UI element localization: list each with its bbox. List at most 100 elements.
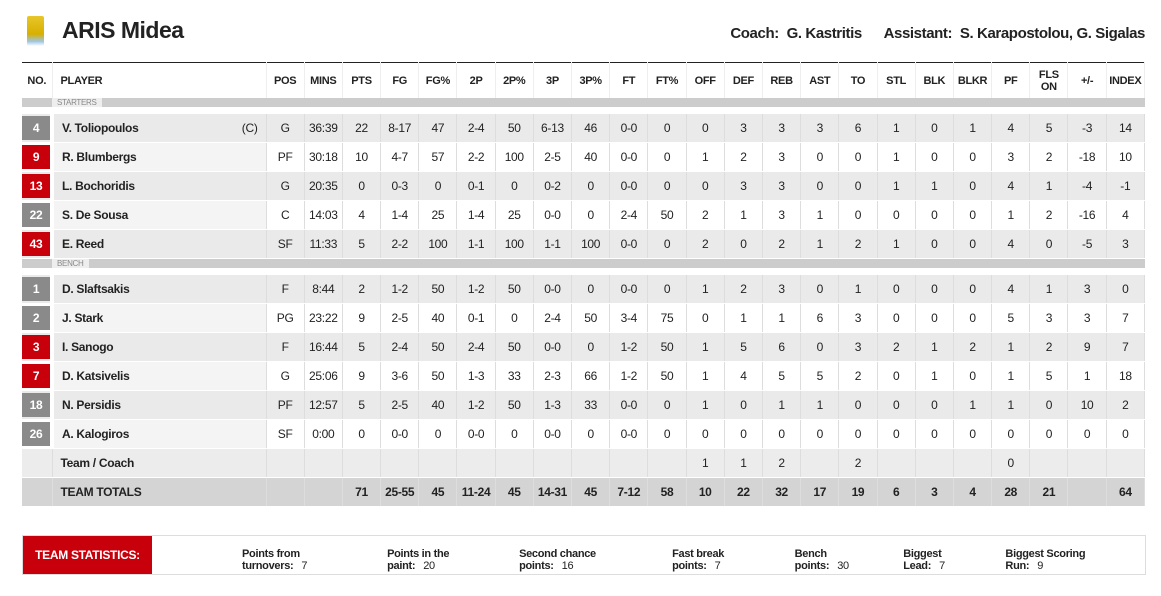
jersey-number: 2 <box>22 303 54 333</box>
stat-MINS: 14:03 <box>304 200 343 230</box>
column-header[interactable]: 3P <box>533 62 573 98</box>
player-row[interactable]: 13 L. Bochoridis G 20:35 0 0-3 0 0-1 0 0-2 0 0-0 0 0 3… <box>22 171 1146 201</box>
column-header[interactable]: INDEX <box>1106 62 1146 98</box>
stat-PTS: 5 <box>342 332 382 362</box>
column-header[interactable]: AST <box>800 62 840 98</box>
stat-FG: 2-2 <box>380 229 420 259</box>
player-row[interactable]: 43 E. Reed SF 11:33 5 2-2 100 1-1 100 1-1 100 0-0 0 2… <box>22 229 1146 259</box>
stat-AST: 0 <box>800 171 840 201</box>
player-name-cell[interactable]: L. Bochoridis <box>52 171 267 201</box>
stat-POS: G <box>266 114 305 143</box>
column-header[interactable]: NO. <box>22 62 53 98</box>
player-name[interactable]: E. Reed <box>62 237 104 251</box>
stat-2P%: 100 <box>495 142 534 172</box>
stat-FG%: 50 <box>418 361 458 391</box>
player-row[interactable]: 4 V. Toliopoulos (C) G 36:39 22 8-17 47 2-4 50 6-1… <box>22 114 1146 143</box>
player-name-cell[interactable]: N. Persidis <box>52 390 267 420</box>
column-header[interactable]: +/- <box>1067 62 1107 98</box>
jersey-number-badge: 22 <box>22 203 48 227</box>
column-header[interactable]: FLS ON <box>1029 62 1069 98</box>
team-stat-value: 20 <box>423 560 435 572</box>
player-row[interactable]: 9 R. Blumbergs PF 30:18 10 4-7 57 2-2 100 2-5 40 0-… <box>22 142 1146 172</box>
player-name[interactable]: L. Bochoridis <box>62 179 135 193</box>
stat-FT: 1-2 <box>609 361 649 391</box>
totals-row: TEAM TOTALS 71 25-55 45 11-24 45 14-31 45 7-12 58… <box>22 477 1146 507</box>
player-name[interactable]: J. Stark <box>62 311 103 325</box>
column-header[interactable]: FT <box>609 62 649 98</box>
column-header[interactable]: 2P <box>456 62 496 98</box>
stat-FG: 3-6 <box>380 361 420 391</box>
column-header[interactable]: FG% <box>418 62 458 98</box>
stat-3P: 1-1 <box>533 229 573 259</box>
player-name-cell[interactable]: S. De Sousa <box>52 200 267 230</box>
column-header[interactable]: MINS <box>304 62 343 98</box>
player-name[interactable]: A. Kalogiros <box>62 427 130 441</box>
player-name-cell[interactable]: J. Stark <box>52 303 267 333</box>
player-name-cell[interactable]: R. Blumbergs <box>52 142 267 172</box>
player-row[interactable]: 7 D. Katsivelis G 25:06 9 3-6 50 1-3 33 2-3 66 1-2 5… <box>22 361 1146 391</box>
stat-REB: 1 <box>762 303 802 333</box>
player-name-cell[interactable]: E. Reed <box>52 229 267 259</box>
team-stat-value: 16 <box>561 560 574 572</box>
stat-3P: 2-5 <box>533 142 573 172</box>
player-name[interactable]: S. De Sousa <box>62 208 129 222</box>
player-name[interactable]: D. Katsivelis <box>62 369 130 383</box>
column-header[interactable]: REB <box>762 62 802 98</box>
stat-MINS <box>304 477 343 507</box>
player-name[interactable]: V. Toliopoulos <box>62 121 139 135</box>
player-name-cell[interactable]: A. Kalogiros <box>52 419 267 449</box>
stat-AST: 0 <box>800 275 840 304</box>
player-row[interactable]: 22 S. De Sousa C 14:03 4 1-4 25 1-4 25 0-0 0 2-4 50 2… <box>22 200 1146 230</box>
player-name-cell[interactable]: D. Katsivelis <box>52 361 267 391</box>
stat-TO: 19 <box>838 477 878 507</box>
stat-PTS: 9 <box>342 361 382 391</box>
jersey-number: 22 <box>22 200 54 230</box>
stat-2P: 0-1 <box>456 303 496 333</box>
player-row[interactable]: 1 D. Slaftsakis F 8:44 2 1-2 50 1-2 50 0-0 0 0-0 0 1 2… <box>22 275 1146 304</box>
player-row[interactable]: 26 A. Kalogiros SF 0:00 0 0-0 0 0-0 0 0-0 0 0-0 0 0 0 0… <box>22 419 1146 449</box>
player-name[interactable]: D. Slaftsakis <box>62 282 130 296</box>
column-header[interactable]: PLAYER <box>52 62 267 98</box>
column-header[interactable]: OFF <box>686 62 725 98</box>
column-header[interactable]: DEF <box>724 62 763 98</box>
stat-MINS: 23:22 <box>304 303 343 333</box>
stat-3P%: 46 <box>571 114 611 143</box>
player-name-cell[interactable]: V. Toliopoulos (C) <box>52 114 267 143</box>
player-name[interactable]: R. Blumbergs <box>62 150 137 164</box>
column-header[interactable]: BLKR <box>953 62 993 98</box>
stat-3P%: 0 <box>571 419 611 449</box>
stat-2P: 0-0 <box>456 419 496 449</box>
column-header[interactable]: 3P% <box>571 62 611 98</box>
player-name[interactable]: N. Persidis <box>62 398 121 412</box>
column-header[interactable]: STL <box>877 62 916 98</box>
stat-TO: 0 <box>838 419 878 449</box>
column-header[interactable]: FG <box>380 62 420 98</box>
stat-TO: 2 <box>838 448 878 478</box>
stat-2P: 1-4 <box>456 200 496 230</box>
player-name-cell[interactable]: D. Slaftsakis <box>52 275 267 304</box>
stat-3P%: 66 <box>571 361 611 391</box>
stat-BLKR: 1 <box>953 114 993 143</box>
stat-BLK: 0 <box>915 275 954 304</box>
stat-BLK: 1 <box>915 171 954 201</box>
player-row[interactable]: 2 J. Stark PG 23:22 9 2-5 40 0-1 0 2-4 50 3-4 75 0 1 1 6… <box>22 303 1146 333</box>
jersey-number-badge: 4 <box>22 116 48 140</box>
stat-OFF: 1 <box>686 332 725 362</box>
column-header[interactable]: PF <box>991 62 1031 98</box>
player-row[interactable]: 18 N. Persidis PF 12:57 5 2-5 40 1-2 50 1-3 33 0-0 0… <box>22 390 1146 420</box>
stat-3P%: 0 <box>571 275 611 304</box>
column-header[interactable]: BLK <box>915 62 954 98</box>
column-header[interactable]: FT% <box>647 62 687 98</box>
column-header[interactable]: POS <box>266 62 305 98</box>
column-header[interactable]: 2P% <box>495 62 534 98</box>
section-band-starters: STARTERS <box>22 98 1145 107</box>
player-name-cell[interactable]: I. Sanogo <box>52 332 267 362</box>
stat-MINS <box>304 448 343 478</box>
stat-+/-: 3 <box>1067 275 1107 304</box>
column-header[interactable]: TO <box>838 62 878 98</box>
stat-AST <box>800 448 840 478</box>
player-name[interactable]: I. Sanogo <box>62 340 114 354</box>
table-header: NO. PLAYER POS MINS PTS FG FG% 2P 2P% 3P 3P% FT FT% O… <box>22 62 1146 98</box>
column-header[interactable]: PTS <box>342 62 382 98</box>
player-row[interactable]: 3 I. Sanogo F 16:44 5 2-4 50 2-4 50 0-0 0 1-2 50 1 5 6 0… <box>22 332 1146 362</box>
